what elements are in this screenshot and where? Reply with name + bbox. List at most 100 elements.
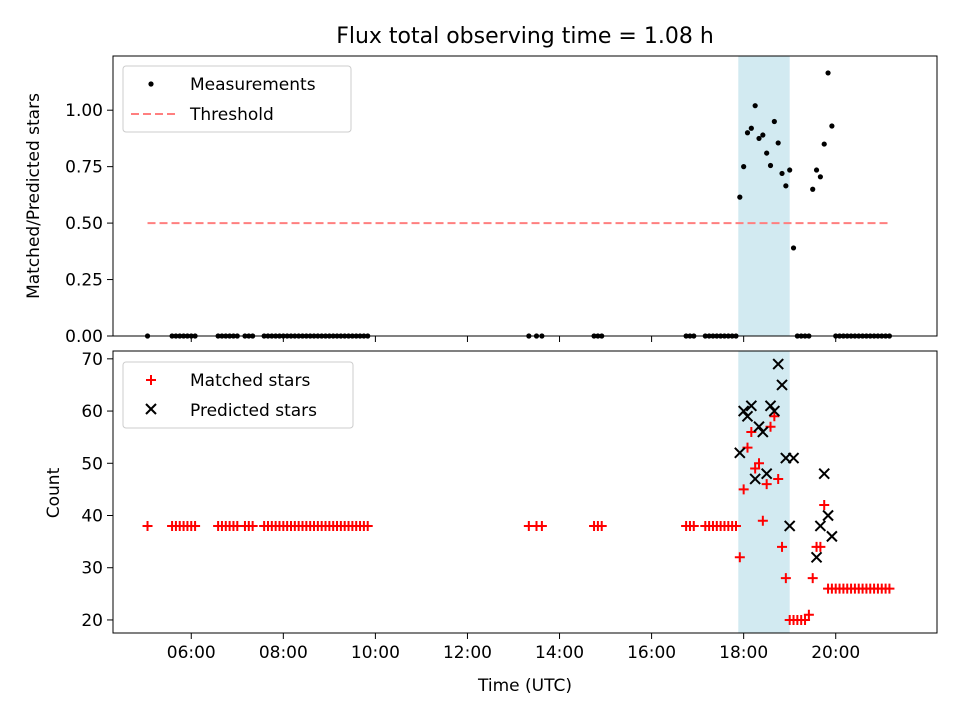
matched-star-point <box>757 515 768 526</box>
matched-star-point <box>536 520 547 531</box>
matched-star-point <box>815 541 826 552</box>
observing-window-shade <box>738 56 790 336</box>
matched-star-point <box>803 609 814 620</box>
ratio-y-tick-label: 0.50 <box>65 214 103 234</box>
chart-title: Flux total observing time = 1.08 h <box>336 24 714 49</box>
ratio-y-tick-label: 0.75 <box>65 158 103 178</box>
count-y-tick-label: 20 <box>81 611 103 631</box>
measurement-point <box>810 186 816 192</box>
legend-predicted-label: Predicted stars <box>190 401 317 421</box>
ratio-legend-box <box>122 65 352 133</box>
matched-star-point <box>884 583 895 594</box>
predicted-star-point <box>745 400 758 412</box>
ratio-y-tick-label: 1.00 <box>65 101 103 121</box>
matched-star-point <box>769 411 780 422</box>
predicted-star-point <box>760 468 773 480</box>
ratio-legend: Measurements Threshold <box>122 65 352 133</box>
ratio-y-ticks: 0.00 0.25 0.50 0.75 1.00 <box>65 101 113 347</box>
ratio-y-tick-label: 0.00 <box>65 327 103 347</box>
matched-star-point <box>730 520 741 531</box>
legend-measurements-marker <box>148 81 154 87</box>
measurement-point <box>771 118 777 125</box>
count-x-tick-label: 16:00 <box>627 643 676 663</box>
matched-star-point <box>754 458 765 469</box>
predicted-star-point <box>734 447 746 459</box>
measurement-point <box>752 103 758 109</box>
matched-star-point <box>800 614 811 625</box>
matched-star-point <box>734 552 745 563</box>
ratio-axes-frame <box>112 55 938 337</box>
matched-star-point <box>362 520 373 531</box>
ratio-panel: 0.00 0.25 0.50 0.75 1.00 Flux total observin… <box>24 24 938 347</box>
matched-star-point <box>777 541 788 552</box>
matched-star-point <box>819 500 830 511</box>
predicted-star-point <box>822 509 834 522</box>
measurement-point <box>741 164 747 170</box>
matched-star-point <box>750 463 761 474</box>
predicted-star-point <box>741 410 754 422</box>
measurement-point <box>790 245 797 251</box>
matched-star-point <box>190 520 201 531</box>
matched-star-point <box>738 484 749 495</box>
matched-star-point <box>761 479 772 490</box>
measurement-point <box>737 194 743 200</box>
predicted-star-point <box>818 468 830 480</box>
matched-star-point <box>807 573 818 584</box>
count-axes-frame <box>112 350 938 634</box>
legend-predicted-marker <box>145 403 157 415</box>
measurement-point <box>756 135 762 142</box>
measurement-point <box>775 140 781 146</box>
measurement-point <box>783 183 789 189</box>
ratio-y-tick-label: 0.25 <box>65 271 103 291</box>
count-panel: 20 30 40 50 60 70 06:00 08:00 10:00 12:00 14:00 16… <box>44 350 938 696</box>
count-y-tick-label: 40 <box>81 507 103 527</box>
predicted-star-point <box>787 452 800 464</box>
measurement-point <box>779 170 785 177</box>
matched-star-point <box>247 520 258 531</box>
predicted-star-point <box>826 530 838 543</box>
measurement-point <box>767 162 774 169</box>
predicted-stars-points <box>734 358 838 563</box>
count-x-tick-label: 06:00 <box>167 643 216 663</box>
predicted-star-point <box>772 358 784 370</box>
measurement-point <box>829 123 835 129</box>
measurement-point <box>813 167 820 173</box>
count-legend-box <box>122 361 354 429</box>
count-x-tick-label: 18:00 <box>719 643 768 663</box>
predicted-star-point <box>810 551 823 563</box>
count-x-tick-label: 14:00 <box>535 643 584 663</box>
legend-measurements-label: Measurements <box>190 75 316 95</box>
measurement-point <box>764 150 770 156</box>
count-legend: Matched stars Predicted stars <box>122 361 354 429</box>
count-y-tick-label: 50 <box>81 454 103 474</box>
predicted-star-point <box>757 426 769 438</box>
count-y-ticks: 20 30 40 50 60 70 <box>81 350 113 631</box>
predicted-star-point <box>768 405 781 417</box>
count-y-axis-label: Count <box>44 467 64 518</box>
count-x-tick-label: 08:00 <box>259 643 308 663</box>
matched-star-point <box>780 573 791 584</box>
count-x-tick-label: 12:00 <box>443 643 492 663</box>
matched-star-point <box>773 473 784 484</box>
measurement-point <box>817 174 823 180</box>
count-x-tick-label: 10:00 <box>351 643 400 663</box>
ratio-y-axis-label: Matched/Predicted stars <box>24 93 44 299</box>
measurement-point <box>825 70 831 76</box>
count-y-tick-label: 30 <box>81 559 103 579</box>
count-x-tick-label: 20:00 <box>811 643 860 663</box>
measurement-point <box>748 125 754 131</box>
x-axis-label: Time (UTC) <box>477 676 572 696</box>
observing-window-shade-bottom <box>738 351 790 633</box>
predicted-star-point <box>783 520 796 532</box>
predicted-star-point <box>776 379 788 391</box>
matched-star-point <box>596 520 607 531</box>
predicted-star-point <box>749 473 761 485</box>
matched-stars-points <box>142 411 895 625</box>
legend-threshold-label: Threshold <box>189 105 274 125</box>
matched-star-point <box>688 520 699 531</box>
legend-matched-label: Matched stars <box>190 371 310 391</box>
predicted-star-point <box>814 520 827 532</box>
legend-matched-marker <box>146 375 156 385</box>
count-y-tick-label: 60 <box>81 402 103 422</box>
